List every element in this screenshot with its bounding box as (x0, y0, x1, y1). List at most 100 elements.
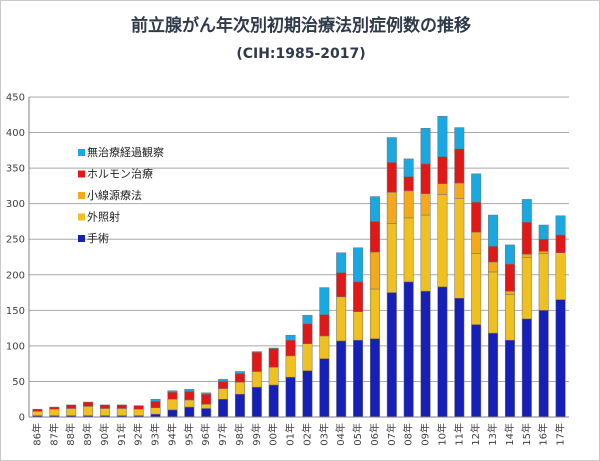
bar-segment (555, 252, 566, 300)
bar-segment (201, 408, 212, 418)
x-tick-label: 08年 (402, 423, 415, 446)
x-tick-label: 87年 (47, 423, 60, 446)
bar-segment (538, 224, 549, 240)
bar-segment (521, 253, 532, 258)
bar-segment (504, 290, 515, 295)
bar-segment (437, 156, 448, 184)
bar-segment (150, 401, 161, 409)
bar-segment (116, 408, 127, 416)
x-tick-label: 13年 (486, 423, 499, 446)
bar-stack (336, 252, 347, 418)
x-tick-label: 17年 (554, 423, 567, 446)
y-axis-ticks: 0 50 100 150 200 250 300 350 400 450 (6, 93, 25, 424)
x-tick-label: 93年 (149, 423, 162, 446)
bar-segment (555, 234, 566, 253)
bar-segment (167, 390, 178, 393)
y-tick-label: 200 (6, 270, 25, 281)
bar-segment (268, 348, 279, 368)
bar-stack (184, 389, 195, 418)
bar-stack (319, 287, 330, 418)
bar-segment (184, 406, 195, 418)
bar-segment (167, 398, 178, 411)
bar-segment (201, 392, 212, 395)
bar-stack (403, 158, 414, 418)
x-tick-label: 91年 (115, 423, 128, 446)
bar-segment (454, 127, 465, 150)
y-tick-label: 50 (12, 377, 25, 388)
y-tick-label: 250 (6, 235, 25, 246)
bar-segment (521, 221, 532, 255)
bar-segment (538, 310, 549, 418)
bar-segment (471, 201, 482, 233)
bar-segment (454, 148, 465, 184)
bar-segment (538, 251, 549, 254)
legend-item: 小線源療法 (78, 188, 142, 202)
bar-stack (83, 401, 94, 418)
bar-segment (386, 162, 397, 193)
bar-stack (369, 196, 380, 418)
bar-segment (167, 391, 178, 400)
bar-segment (420, 163, 431, 194)
bar-segment (302, 323, 313, 344)
bar-segment (268, 347, 279, 349)
x-tick-label: 95年 (182, 423, 195, 446)
bar-segment (369, 196, 380, 222)
bar-segment (336, 340, 347, 418)
bar-segment (488, 214, 499, 247)
x-tick-label: 14年 (503, 423, 516, 446)
y-tick-label: 450 (6, 93, 25, 104)
bar-segment (403, 217, 414, 283)
bar-stack (504, 244, 515, 418)
bar-segment (268, 366, 279, 386)
x-tick-label: 15年 (520, 423, 533, 446)
x-axis-ticks: 86年 87年 88年 89年 90年 91年 92年 93年 94年 95年 96年 97年 98年 9… (30, 423, 566, 446)
x-tick-label: 04年 (334, 423, 347, 446)
bar-segment (251, 351, 262, 353)
bar-stack (420, 128, 431, 418)
bar-segment (488, 271, 499, 334)
bar-segment (353, 311, 364, 341)
bar-segment (504, 294, 515, 341)
bar-segment (319, 287, 330, 315)
legend-item: 無治療経過観察 (78, 145, 164, 159)
bar-stack (218, 379, 229, 418)
bar-stack (99, 404, 110, 418)
bar-segment (386, 192, 397, 224)
bar-segment (555, 299, 566, 418)
bar-stack (285, 334, 296, 418)
bar-segment (218, 388, 229, 400)
bar-segment (251, 352, 262, 372)
bar-segment (218, 398, 229, 418)
legend-label: 小線源療法 (87, 188, 142, 202)
bar-segment (184, 389, 195, 392)
bar-segment (99, 408, 110, 416)
bar-segment (437, 183, 448, 195)
bar-segment (403, 176, 414, 192)
bar-segment (555, 215, 566, 236)
bar-segment (454, 297, 465, 418)
bar-stack (555, 215, 566, 418)
bar-segment (83, 406, 94, 416)
x-tick-label: 96年 (199, 423, 212, 446)
bar-segment (251, 386, 262, 418)
bar-segment (471, 253, 482, 325)
bar-stack (116, 404, 127, 418)
bar-segment (504, 339, 515, 418)
bar-segment (521, 318, 532, 418)
bar-segment (353, 281, 364, 313)
bar-segment (218, 379, 229, 382)
bar-segment (488, 261, 499, 273)
y-tick-label: 150 (6, 306, 25, 317)
bar-segment (234, 381, 245, 395)
bar-segment (116, 404, 127, 409)
bar-stack (454, 127, 465, 418)
x-tick-label: 92年 (132, 423, 145, 446)
x-tick-label: 05年 (351, 423, 364, 446)
bar-segment (521, 199, 532, 223)
bar-segment (504, 244, 515, 265)
bar-segment (184, 391, 195, 401)
bar-segment (234, 373, 245, 383)
bar-segment (99, 404, 110, 409)
bar-segment (488, 246, 499, 263)
